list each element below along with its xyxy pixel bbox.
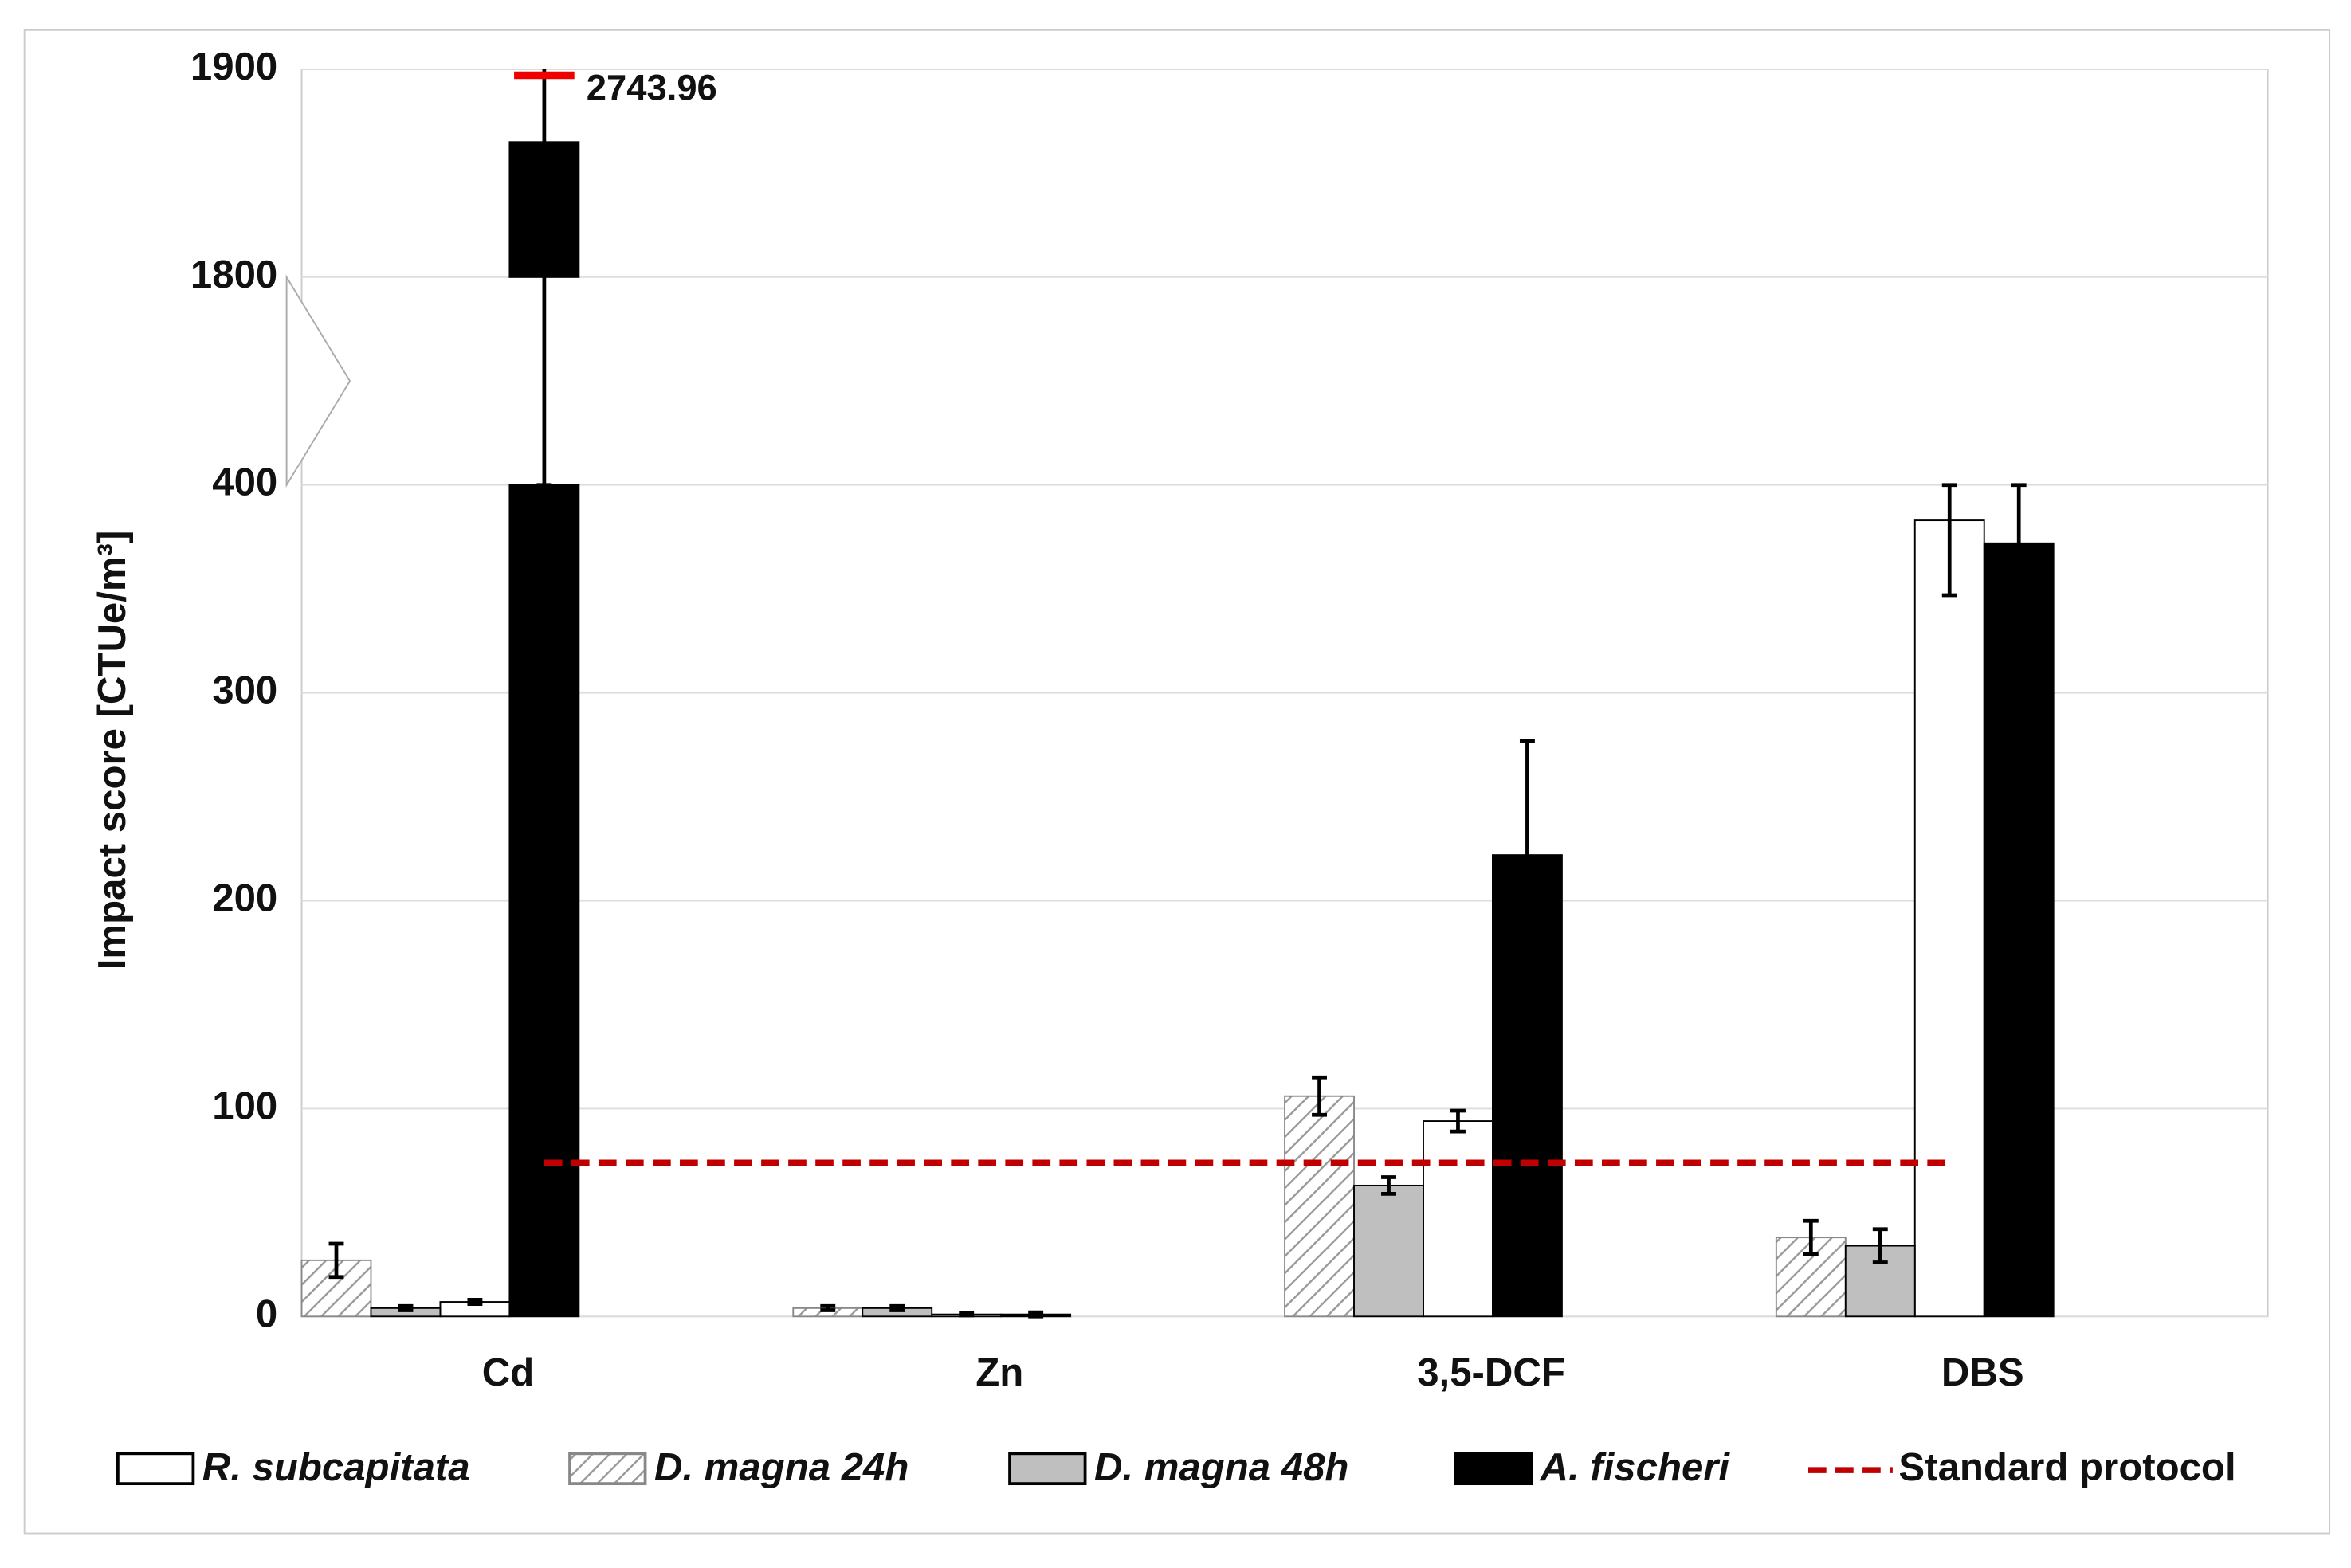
legend-label: R. subcapitata bbox=[202, 1446, 470, 1489]
y-tick-label: 1900 bbox=[190, 45, 277, 88]
legend-label: A. fischeri bbox=[1539, 1446, 1730, 1489]
error-bar bbox=[889, 1303, 905, 1312]
bar bbox=[1353, 1184, 1424, 1318]
x-tick-label: Cd bbox=[482, 1351, 535, 1394]
legend-swatch bbox=[116, 1452, 195, 1486]
error-bar bbox=[1872, 1227, 1888, 1264]
bar bbox=[1284, 1095, 1355, 1318]
legend-label: Standard protocol bbox=[1898, 1446, 2235, 1489]
error-bar bbox=[2011, 483, 2027, 643]
error-bar bbox=[1519, 739, 1535, 971]
error-bar bbox=[536, 69, 552, 488]
x-tick-label: 3,5-DCF bbox=[1417, 1351, 1565, 1394]
error-bar bbox=[1381, 1175, 1396, 1196]
y-tick-label: 200 bbox=[212, 876, 277, 919]
y-tick-label: 100 bbox=[212, 1084, 277, 1127]
error-bar bbox=[1028, 1310, 1044, 1319]
error-overflow-label: 2743.96 bbox=[587, 67, 717, 108]
x-tick-label: Zn bbox=[975, 1351, 1023, 1394]
legend-label: D. magna 24h bbox=[654, 1446, 909, 1489]
bar-lower bbox=[508, 484, 580, 1318]
x-tick-label: DBS bbox=[1941, 1351, 2024, 1394]
legend-swatch bbox=[1454, 1452, 1533, 1486]
y-tick-label: 300 bbox=[212, 669, 277, 712]
bar bbox=[1423, 1120, 1493, 1318]
legend-swatch bbox=[568, 1452, 647, 1486]
axis-break bbox=[285, 274, 351, 488]
error-bar bbox=[1312, 1075, 1327, 1117]
error-bar bbox=[1450, 1108, 1466, 1134]
legend-swatch bbox=[1008, 1452, 1087, 1486]
error-bar bbox=[398, 1303, 414, 1312]
bar bbox=[1983, 542, 2055, 1318]
error-bar bbox=[467, 1298, 483, 1306]
error-bar bbox=[1803, 1218, 1819, 1256]
y-tick-label: 400 bbox=[212, 461, 277, 504]
y-axis-label: Impact score [CTUe/m³] bbox=[91, 531, 134, 970]
error-bar bbox=[1941, 483, 1957, 598]
legend-label: D. magna 48h bbox=[1094, 1446, 1349, 1489]
frame bbox=[23, 29, 2331, 1535]
y-tick-label: 0 bbox=[256, 1292, 277, 1335]
y-tick-label: 1800 bbox=[190, 253, 277, 296]
error-bar bbox=[328, 1241, 344, 1280]
error-bar bbox=[820, 1303, 836, 1312]
bar bbox=[1913, 519, 1985, 1318]
error-bar bbox=[959, 1311, 975, 1318]
